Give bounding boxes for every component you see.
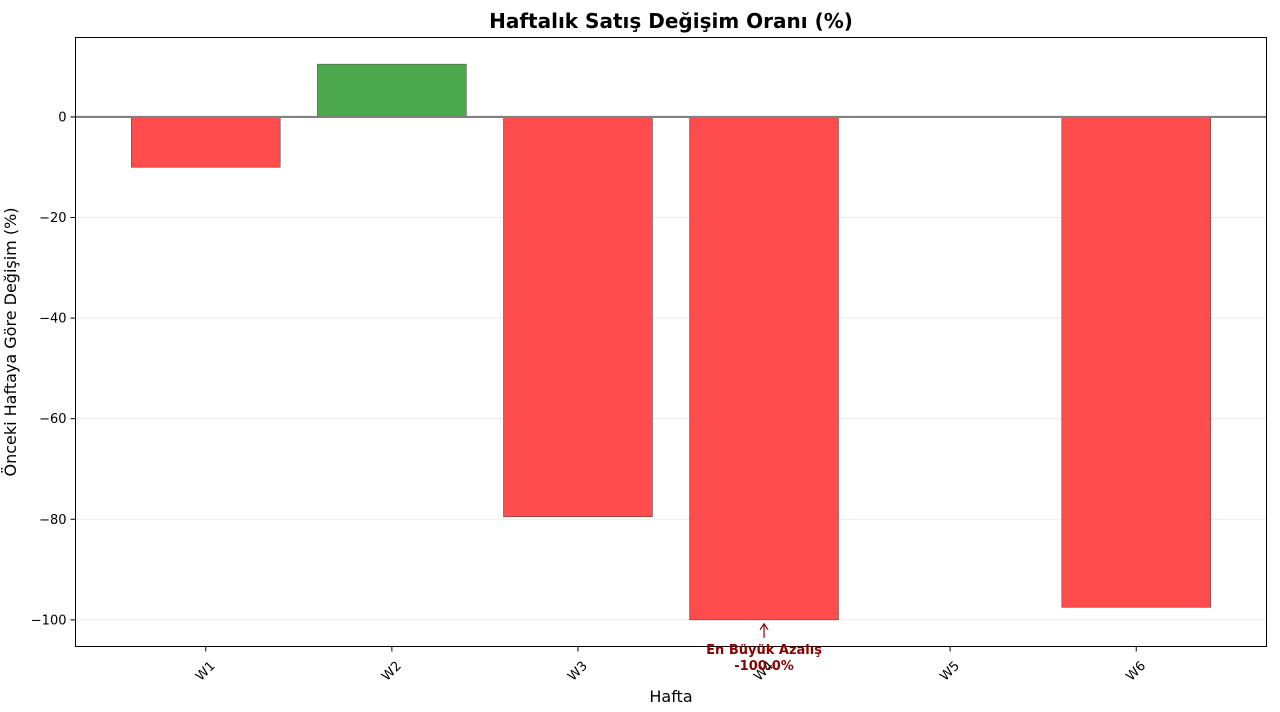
bars	[131, 63, 1211, 621]
x-axis-label: Hafta	[649, 687, 692, 706]
y-tick-label: −80	[39, 513, 66, 528]
y-tick-label: −20	[39, 211, 66, 226]
y-axis-label: Önceki Haftaya Göre Değişim (%)	[1, 207, 20, 476]
y-tick-label: −60	[39, 412, 66, 427]
x-tick-label: W1	[193, 659, 219, 685]
bar-w1	[131, 116, 281, 168]
y-tick-label: 0	[58, 110, 66, 125]
y-tick-label: −100	[31, 613, 67, 628]
y-tick-label: −40	[39, 312, 66, 327]
x-axis-ticks: W1 W2 W3 W4 W5 W6	[193, 646, 1150, 685]
annotation: En Büyük Azalış-100.0%	[706, 622, 822, 674]
bar-w4	[689, 116, 839, 621]
bar-w2	[317, 63, 467, 118]
annotation-label: En Büyük Azalış	[706, 643, 822, 658]
x-tick-label: W5	[937, 659, 963, 685]
chart-title: Haftalık Satış Değişim Oranı (%)	[489, 9, 853, 33]
annotation-value: -100.0%	[734, 659, 794, 674]
x-tick-label: W6	[1124, 659, 1150, 685]
y-axis-ticks: 0 −20 −40 −60 −80 −100	[31, 110, 76, 628]
x-tick-label: W3	[565, 659, 591, 685]
plot-frame	[75, 37, 1267, 647]
annotation-arrow-head	[759, 622, 769, 631]
x-tick-label: W2	[379, 659, 405, 685]
bar-w3	[503, 116, 653, 518]
bar-w6	[1061, 116, 1211, 608]
